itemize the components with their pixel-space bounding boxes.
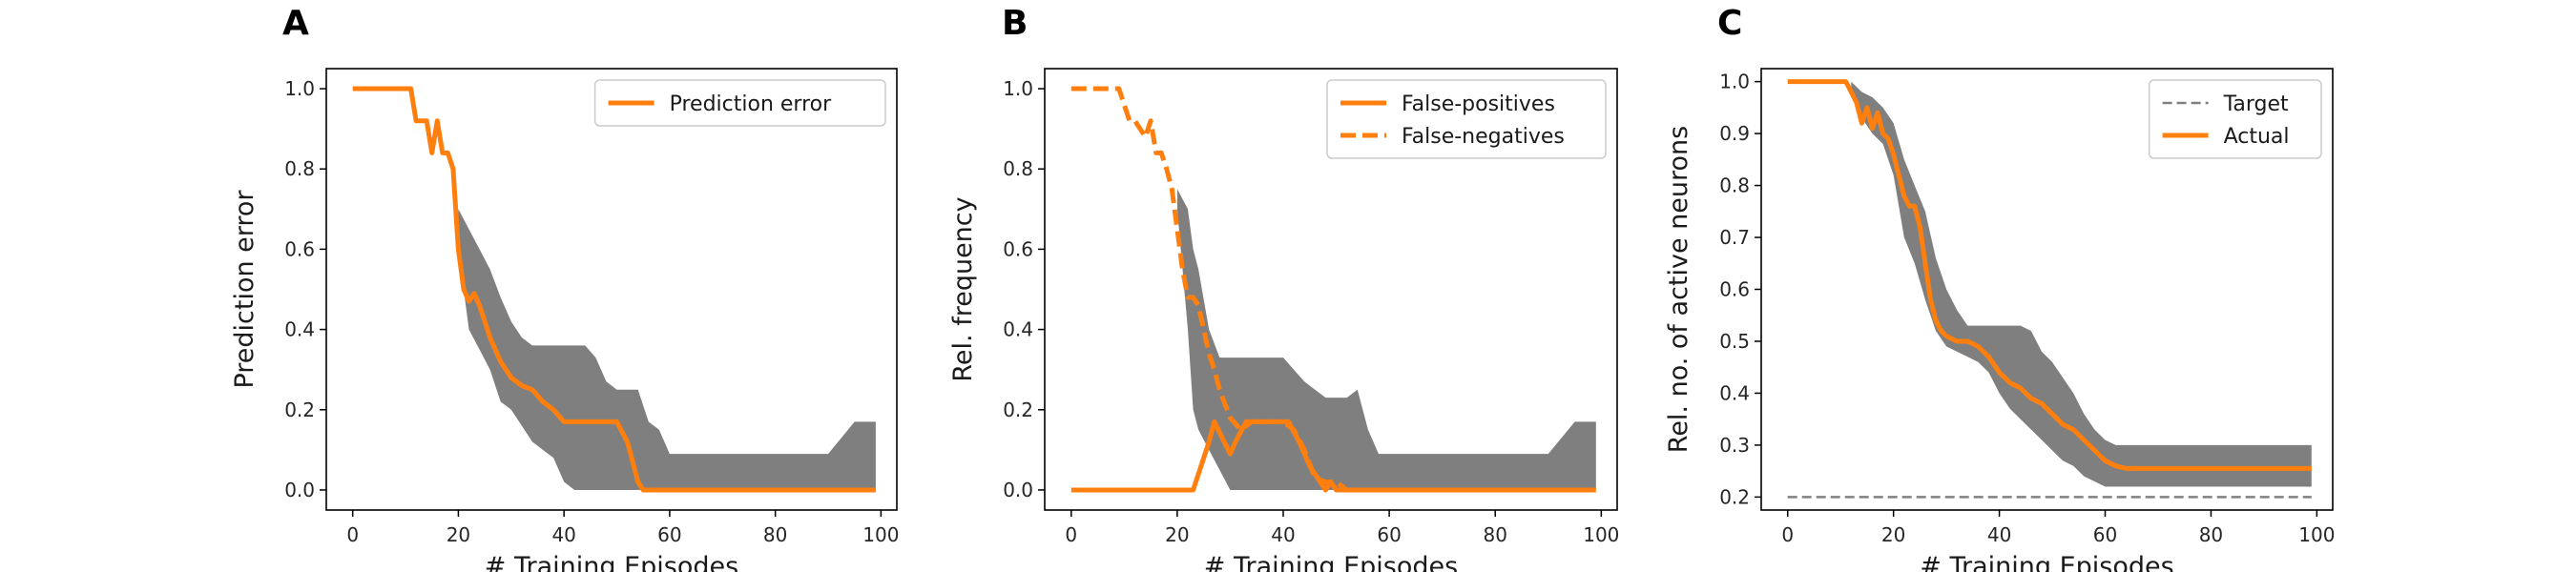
x-tick-label: 40: [1271, 523, 1295, 546]
x-tick-label: 60: [2093, 523, 2117, 546]
x-tick-label: 60: [657, 523, 681, 546]
y-tick-label: 0.6: [1003, 237, 1033, 260]
y-tick-label: 0.2: [1719, 485, 1750, 508]
series-line-false-negatives: [1070, 86, 1349, 492]
y-tick-label: 0.2: [1003, 398, 1033, 421]
legend-entry: Target: [2223, 92, 2289, 116]
y-tick-label: 0.5: [1719, 330, 1750, 353]
y-tick-label: 0.4: [1719, 381, 1750, 404]
x-tick-label: 20: [1165, 523, 1189, 546]
y-tick-label: 0.9: [1719, 122, 1750, 145]
x-axis-label: # Training Episodes: [1920, 552, 2173, 572]
y-axis-label: Rel. no. of active neurons: [1664, 126, 1693, 453]
uncertainty-band: [1851, 81, 2312, 487]
x-tick-label: 80: [2199, 523, 2223, 546]
y-tick-label: 0.3: [1719, 434, 1750, 457]
y-axis-label: Prediction error: [230, 190, 260, 389]
y-tick-label: 0.4: [284, 318, 315, 341]
panel-letter: B: [1002, 4, 1028, 43]
y-tick-label: 0.0: [284, 479, 315, 501]
y-tick-label: 1.0: [1719, 71, 1750, 93]
panel-letter: C: [1717, 4, 1742, 43]
uncertainty-band: [458, 209, 876, 491]
legend-frame: [593, 79, 886, 127]
y-tick-label: 0.6: [284, 237, 315, 260]
y-tick-label: 0.2: [284, 398, 315, 421]
y-tick-label: 1.0: [284, 77, 315, 100]
x-tick-label: 100: [1583, 523, 1619, 546]
y-tick-label: 0.6: [1719, 278, 1750, 301]
y-tick-label: 1.0: [1003, 77, 1033, 100]
y-tick-label: 0.8: [1719, 174, 1750, 197]
x-axis-label: # Training Episodes: [1204, 552, 1458, 572]
y-tick-label: 0.8: [284, 157, 315, 180]
series-line-actual: [1787, 79, 2312, 471]
y-tick-label: 0.8: [1003, 157, 1033, 180]
legend-entry: Prediction error: [670, 92, 832, 116]
x-tick-label: 40: [551, 523, 575, 546]
axes-frame: [1044, 68, 1618, 511]
y-tick-label: 0.0: [1003, 479, 1033, 501]
x-tick-label: 40: [1987, 523, 2011, 546]
y-tick-label: 0.4: [1003, 318, 1033, 341]
legend-frame: [2148, 79, 2322, 159]
panel-b: 0 20 40 60 80 100 0.0 0.2 0.4 0.6 0.8 1.0 # Training…: [948, 4, 1619, 572]
legend-entry: False-negatives: [1402, 125, 1565, 149]
x-tick-label: 80: [763, 523, 787, 546]
x-axis-label: # Training Episodes: [485, 552, 738, 572]
legend: False-positives False-negatives: [1326, 79, 1607, 159]
panel-letter: A: [282, 4, 309, 43]
series-line-prediction-error: [352, 86, 876, 493]
uncertainty-band: [1176, 189, 1596, 491]
x-tick-label: 100: [2298, 523, 2335, 546]
y-axis-label: Rel. frequency: [948, 196, 978, 381]
x-tick-label: 0: [1065, 523, 1077, 546]
legend: Target Actual: [2148, 79, 2322, 159]
legend-frame: [1326, 79, 1607, 159]
panel-a: 0 20 40 60 80 100 0.0 0.2 0.4 0.6 0.8 1.0 # Training…: [230, 4, 899, 572]
x-tick-label: 80: [1483, 523, 1506, 546]
x-tick-label: 100: [862, 523, 899, 546]
legend-entry: False-positives: [1402, 92, 1555, 116]
legend: Prediction error: [593, 79, 886, 127]
x-tick-label: 60: [1377, 523, 1401, 546]
x-tick-label: 20: [447, 523, 470, 546]
x-tick-label: 20: [1881, 523, 1905, 546]
panel-c: 0 20 40 60 80 100 0.2 0.3 0.4 0.5 0.6 0.7 0.8 0.9 1.0 #…: [1664, 4, 2335, 572]
y-tick-label: 0.7: [1719, 226, 1750, 249]
axes-frame: [325, 68, 898, 511]
x-tick-label: 0: [346, 523, 359, 546]
x-tick-label: 0: [1781, 523, 1794, 546]
legend-entry: Actual: [2224, 125, 2290, 149]
